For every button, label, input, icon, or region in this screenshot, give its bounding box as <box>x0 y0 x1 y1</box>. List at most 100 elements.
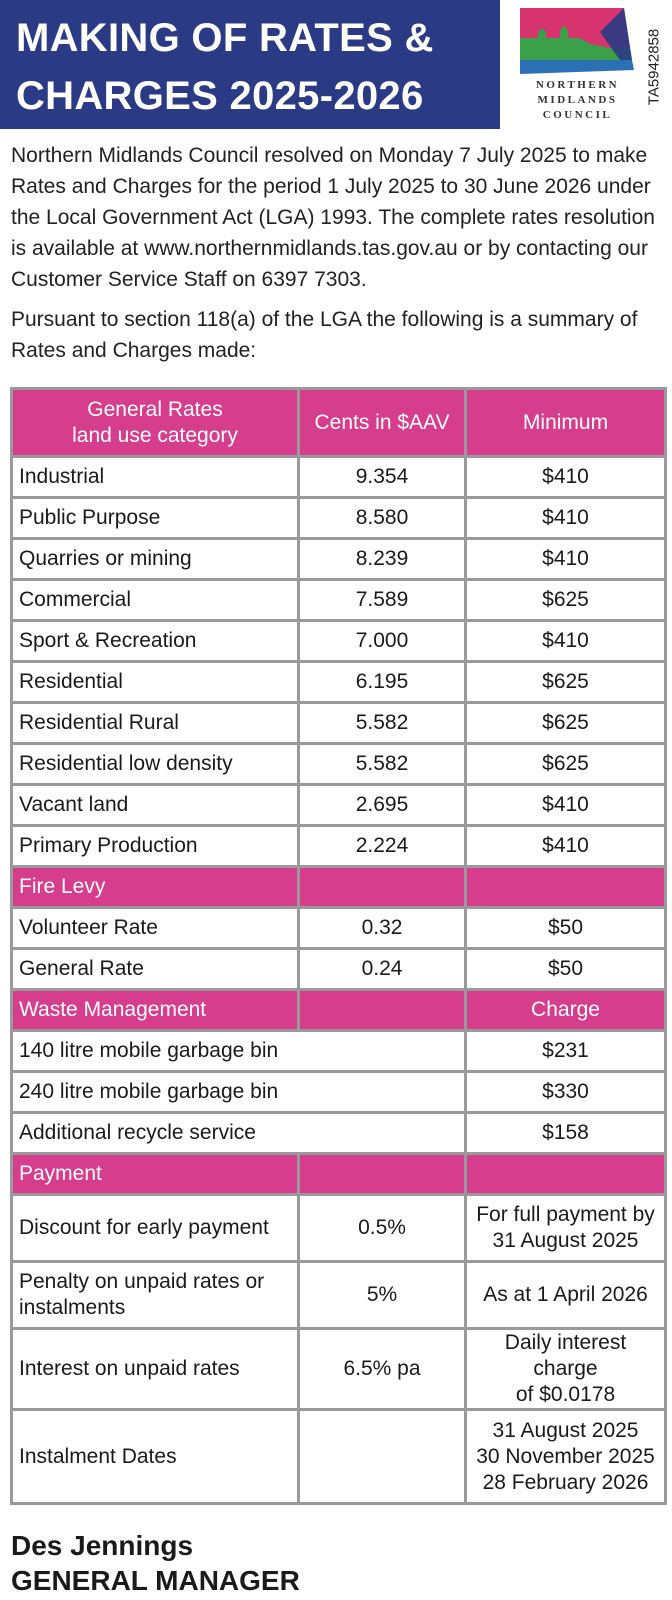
payment-heading-row: Payment <box>10 1152 667 1196</box>
minimum-rate: $625 <box>464 660 667 704</box>
logo-blue-band <box>520 60 634 74</box>
minimum-rate: $625 <box>464 742 667 786</box>
general-rate-row: Primary Production 2.224 $410 <box>10 824 667 868</box>
waste-section: 140 litre mobile garbage bin $231 240 litr… <box>10 1029 667 1155</box>
waste-service-label: Additional recycle service <box>10 1111 467 1155</box>
waste-row: Additional recycle service $158 <box>10 1111 667 1155</box>
signature-name: Des Jennings <box>11 1530 194 1561</box>
general-rate-row: Sport & Recreation 7.000 $410 <box>10 619 667 663</box>
general-rate-row: Residential low density 5.582 $625 <box>10 742 667 786</box>
interest-value: 6.5% pa <box>297 1327 467 1411</box>
reference-code-text: TA5942858 <box>645 28 663 106</box>
land-use-category: Vacant land <box>10 783 300 827</box>
general-rate-row: Residential 6.195 $625 <box>10 660 667 704</box>
general-rate-row: Public Purpose 8.580 $410 <box>10 496 667 540</box>
discount-value: 0.5% <box>297 1193 467 1263</box>
fire-levy-row: General Rate 0.24 $50 <box>10 947 667 991</box>
fire-levy-label: General Rate <box>10 947 300 991</box>
payment-penalty-row: Penalty on unpaid rates or instalments 5… <box>10 1260 667 1330</box>
land-use-category: Industrial <box>10 455 300 499</box>
land-use-category: Commercial <box>10 578 300 622</box>
land-use-category: Quarries or mining <box>10 537 300 581</box>
fire-levy-rate: 0.24 <box>297 947 467 991</box>
general-rate-row: Quarries or mining 8.239 $410 <box>10 537 667 581</box>
rates-table: General Rates land use category Cents in… <box>10 387 667 1505</box>
fire-levy-row: Volunteer Rate 0.32 $50 <box>10 906 667 950</box>
minimum-rate: $410 <box>464 783 667 827</box>
discount-note-line-2: 31 August 2025 <box>492 1229 639 1252</box>
intro-paragraph-2: Pursuant to section 118(a) of the LGA th… <box>11 308 638 362</box>
waste-charge-heading: Charge <box>464 988 667 1032</box>
payment-heading-blank-2 <box>297 1152 467 1196</box>
reference-code: TA5942858 <box>639 12 669 122</box>
penalty-label-line-2: instalments <box>19 1296 126 1319</box>
logo-text-line-3: COUNCIL <box>542 109 613 121</box>
cents-in-aav: 2.695 <box>297 783 467 827</box>
council-logo <box>520 8 634 74</box>
land-use-category: Residential low density <box>10 742 300 786</box>
table-header-row: General Rates land use category Cents in… <box>10 387 667 458</box>
minimum-rate: $410 <box>464 619 667 663</box>
payment-instalments-row: Instalment Dates 31 August 2025 30 Novem… <box>10 1408 667 1505</box>
page-title-line-1: MAKING OF RATES & <box>16 16 434 60</box>
cents-in-aav: 5.582 <box>297 701 467 745</box>
land-use-category: Public Purpose <box>10 496 300 540</box>
instalment-dates: 31 August 2025 30 November 2025 28 Febru… <box>464 1408 667 1505</box>
waste-row: 140 litre mobile garbage bin $231 <box>10 1029 667 1073</box>
cents-in-aav: 7.000 <box>297 619 467 663</box>
cents-in-aav: 2.224 <box>297 824 467 868</box>
land-use-category: Primary Production <box>10 824 300 868</box>
minimum-rate: $625 <box>464 701 667 745</box>
instalment-date-2: 30 November 2025 <box>476 1444 655 1468</box>
payment-discount-row: Discount for early payment 0.5% For full… <box>10 1193 667 1263</box>
fire-levy-section: Volunteer Rate 0.32 $50 General Rate 0.24 $50 <box>10 906 667 991</box>
cents-in-aav: 8.239 <box>297 537 467 581</box>
page-title-line-2: CHARGES 2025-2026 <box>16 74 424 118</box>
land-use-category: Sport & Recreation <box>10 619 300 663</box>
fire-levy-label: Volunteer Rate <box>10 906 300 950</box>
instalment-date-3: 28 February 2026 <box>482 1470 649 1494</box>
fire-levy-heading: Fire Levy <box>10 865 300 909</box>
cents-in-aav: 5.582 <box>297 742 467 786</box>
cents-in-aav: 8.580 <box>297 496 467 540</box>
penalty-label: Penalty on unpaid rates or instalments <box>10 1260 300 1330</box>
payment-heading: Payment <box>10 1152 300 1196</box>
payment-interest-row: Interest on unpaid rates 6.5% pa Daily i… <box>10 1327 667 1411</box>
interest-note: Daily interest charge of $0.0178 <box>464 1327 667 1411</box>
minimum-rate: $410 <box>464 455 667 499</box>
waste-charge: $231 <box>464 1029 667 1073</box>
general-rate-row: Residential Rural 5.582 $625 <box>10 701 667 745</box>
intro-paragraph-1: Northern Midlands Council resolved on Mo… <box>11 144 655 291</box>
waste-row: 240 litre mobile garbage bin $330 <box>10 1070 667 1114</box>
general-rate-row: Commercial 7.589 $625 <box>10 578 667 622</box>
fire-levy-heading-blank-3 <box>464 865 667 909</box>
logo-green-band <box>520 26 632 60</box>
discount-note-line-1: For full payment by <box>476 1203 655 1226</box>
logo-navy-triangle <box>600 8 632 60</box>
waste-charge: $158 <box>464 1111 667 1155</box>
interest-note-line-1: Daily interest charge <box>504 1331 627 1380</box>
header-land-use-category: General Rates land use category <box>10 387 300 458</box>
header-minimum: Minimum <box>464 387 667 458</box>
fire-levy-minimum: $50 <box>464 947 667 991</box>
penalty-value: 5% <box>297 1260 467 1330</box>
waste-heading-blank <box>297 988 467 1032</box>
land-use-category: Residential <box>10 660 300 704</box>
penalty-note: As at 1 April 2026 <box>464 1260 667 1330</box>
general-rate-row: Industrial 9.354 $410 <box>10 455 667 499</box>
logo-text-line-1: NORTHERN <box>535 79 620 91</box>
signature-title: GENERAL MANAGER <box>11 1565 300 1596</box>
discount-label: Discount for early payment <box>10 1193 300 1263</box>
fire-levy-minimum: $50 <box>464 906 667 950</box>
instalment-date-1: 31 August 2025 <box>492 1418 639 1442</box>
logo-text-line-2: MIDLANDS <box>537 94 618 106</box>
discount-note: For full payment by 31 August 2025 <box>464 1193 667 1263</box>
header-banner: MAKING OF RATES & CHARGES 2025-2026 <box>0 0 500 129</box>
interest-note-line-2: of $0.0178 <box>515 1383 616 1406</box>
cents-in-aav: 7.589 <box>297 578 467 622</box>
header-land-use-line-2: land use category <box>72 423 238 447</box>
minimum-rate: $410 <box>464 537 667 581</box>
waste-charge: $330 <box>464 1070 667 1114</box>
general-rate-row: Vacant land 2.695 $410 <box>10 783 667 827</box>
land-use-category: Residential Rural <box>10 701 300 745</box>
